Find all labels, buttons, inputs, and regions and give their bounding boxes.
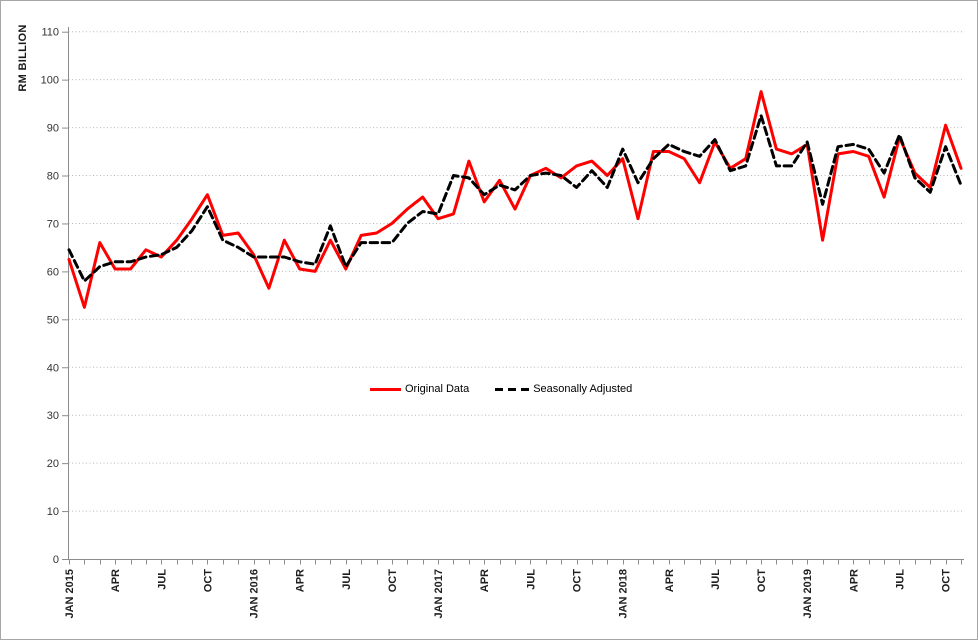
x-tick-label: OCT (572, 569, 584, 593)
x-tick-label: OCT (387, 569, 399, 593)
x-tick-label: JAN 2016 (249, 569, 261, 619)
x-tick-label: OCT (941, 569, 953, 593)
legend-item-original: Original Data (370, 383, 469, 395)
y-axis-title: RM BILLION (17, 24, 29, 92)
y-tick-label: 40 (47, 362, 59, 374)
legend: Original Data Seasonally Adjusted (370, 381, 632, 397)
y-tick-label: 60 (47, 266, 59, 278)
y-tick-label: 0 (53, 554, 59, 566)
y-tick-label: 110 (41, 27, 59, 39)
series-original-data (67, 90, 963, 309)
y-tick-label: 70 (47, 218, 59, 230)
y-tick-label: 80 (47, 171, 59, 183)
series-seasonally-adjusted (67, 114, 963, 283)
y-tick-label: 50 (47, 314, 59, 326)
x-tick-label: APR (479, 569, 491, 592)
x-tick-label: APR (295, 569, 307, 592)
x-tick-label: JUL (341, 569, 353, 590)
seasonally-adjusted-line-swatch (495, 387, 530, 391)
y-tick-label: 30 (47, 410, 59, 422)
x-tick-label: APR (848, 569, 860, 592)
x-tick-label: OCT (202, 569, 214, 593)
y-tick-label: 20 (47, 458, 59, 470)
x-tick-label: JUL (525, 569, 537, 590)
x-tick-label: APR (110, 569, 122, 592)
x-tick-label: APR (664, 569, 676, 592)
x-tick-label: JUL (156, 569, 168, 590)
y-tick-label: 100 (41, 75, 59, 87)
x-tick-label: JAN 2018 (618, 569, 630, 619)
legend-item-adjusted: Seasonally Adjusted (495, 383, 632, 395)
x-tick-label: JUL (710, 569, 722, 590)
x-tick-label: JAN 2015 (64, 569, 76, 619)
x-tick-label: JAN 2019 (802, 569, 814, 619)
y-tick-label: 90 (47, 123, 59, 135)
legend-label-adjusted: Seasonally Adjusted (533, 383, 633, 395)
legend-label-original: Original Data (405, 383, 470, 395)
x-tick-label: JAN 2017 (433, 569, 445, 619)
x-tick-label: JUL (894, 569, 906, 590)
original-data-line-swatch (370, 387, 401, 391)
y-tick-label: 10 (47, 506, 59, 518)
x-tick-label: OCT (756, 569, 768, 593)
